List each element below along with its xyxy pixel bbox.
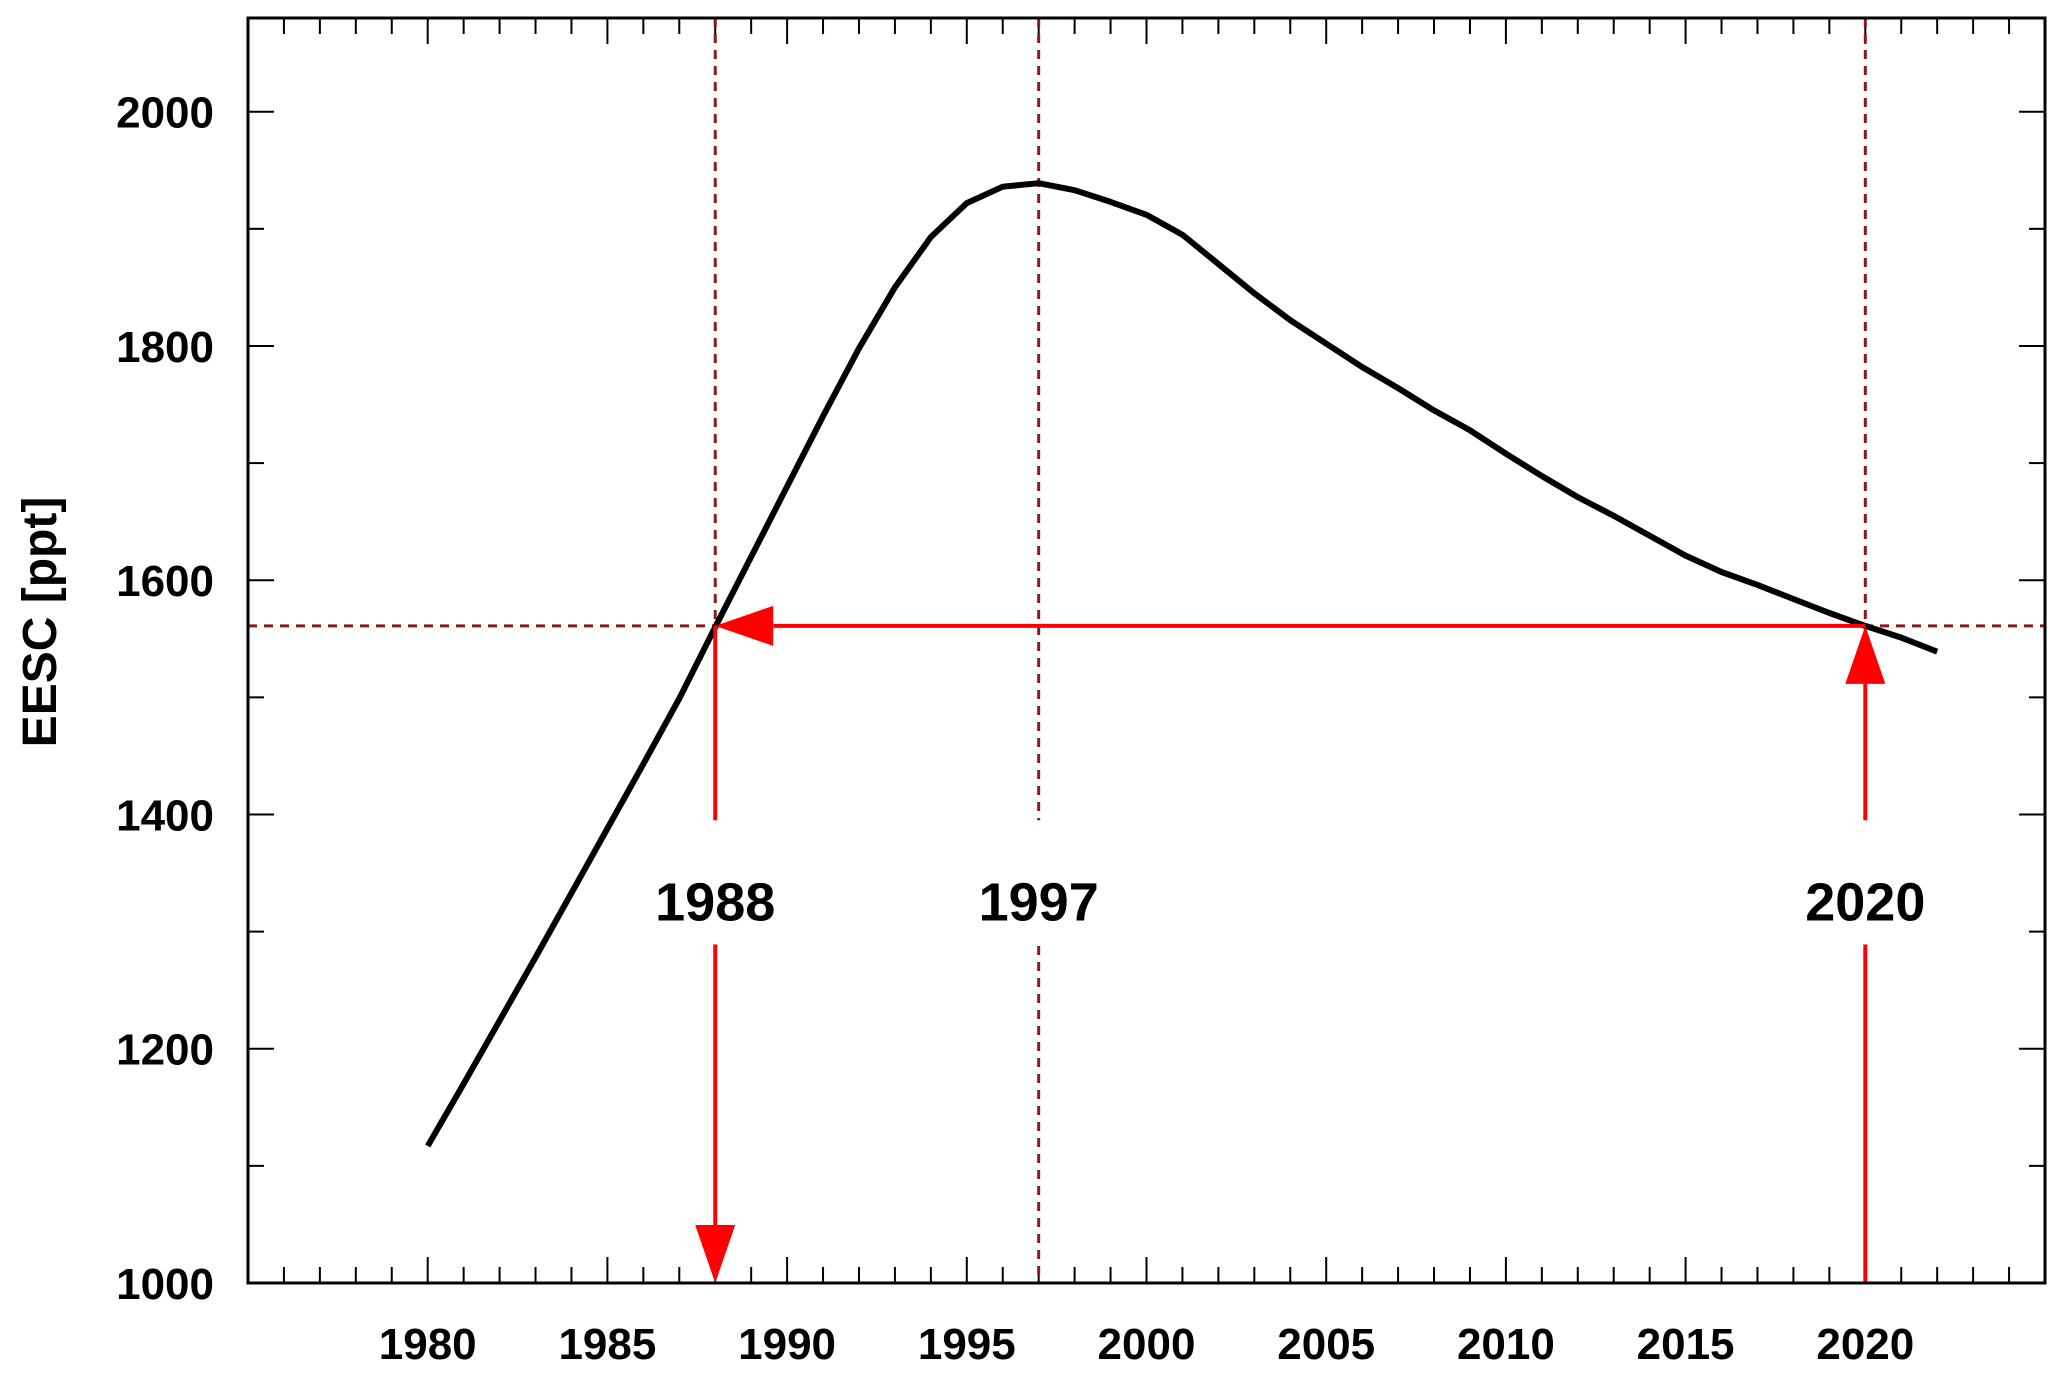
y-tick-label: 2000 (116, 89, 214, 138)
annotation-backdrop (649, 820, 782, 945)
x-tick-label: 1985 (558, 1320, 656, 1369)
x-tick-label: 2000 (1098, 1320, 1196, 1369)
x-tick-label: 2020 (1816, 1320, 1914, 1369)
y-axis: 1000 1200 1400 1600 1800 2000 (116, 89, 214, 1309)
annotations: 1988 1997 2020 (649, 820, 1932, 945)
data-series (425, 180, 1939, 1148)
x-tick-label: 2005 (1277, 1320, 1375, 1369)
y-tick-label: 1600 (116, 557, 214, 606)
plot-frame (246, 16, 2047, 1285)
annotation-year-label: 1988 (655, 872, 775, 932)
x-tick-label: 1995 (918, 1320, 1016, 1369)
plot-frame-group (246, 16, 2047, 1285)
x-tick-label: 2015 (1637, 1320, 1735, 1369)
x-axis: 1980 1985 1990 1995 2000 2005 2010 2015 2020 (379, 1320, 1914, 1369)
x-tick-label: 1990 (738, 1320, 836, 1369)
arrows (695, 605, 1886, 1283)
y-tick-label: 1400 (116, 791, 214, 840)
annotation-year-label: 2020 (1805, 872, 1925, 932)
eesc-curve (425, 180, 1939, 1148)
x-tick-label: 1980 (379, 1320, 477, 1369)
annotation-backdrop (1799, 820, 1932, 945)
y-axis-label: EESC [ppt] (14, 497, 67, 748)
y-tick-label: 1200 (116, 1026, 214, 1075)
x-tick-label: 2010 (1457, 1320, 1555, 1369)
annotation-year-label: 1997 (979, 872, 1099, 932)
arrow-head (695, 1225, 736, 1283)
annotation-backdrop (972, 820, 1105, 945)
arrow-head (715, 605, 774, 646)
y-tick-label: 1000 (116, 1260, 214, 1309)
arrow-head (1845, 625, 1886, 684)
y-tick-label: 1800 (116, 323, 214, 372)
